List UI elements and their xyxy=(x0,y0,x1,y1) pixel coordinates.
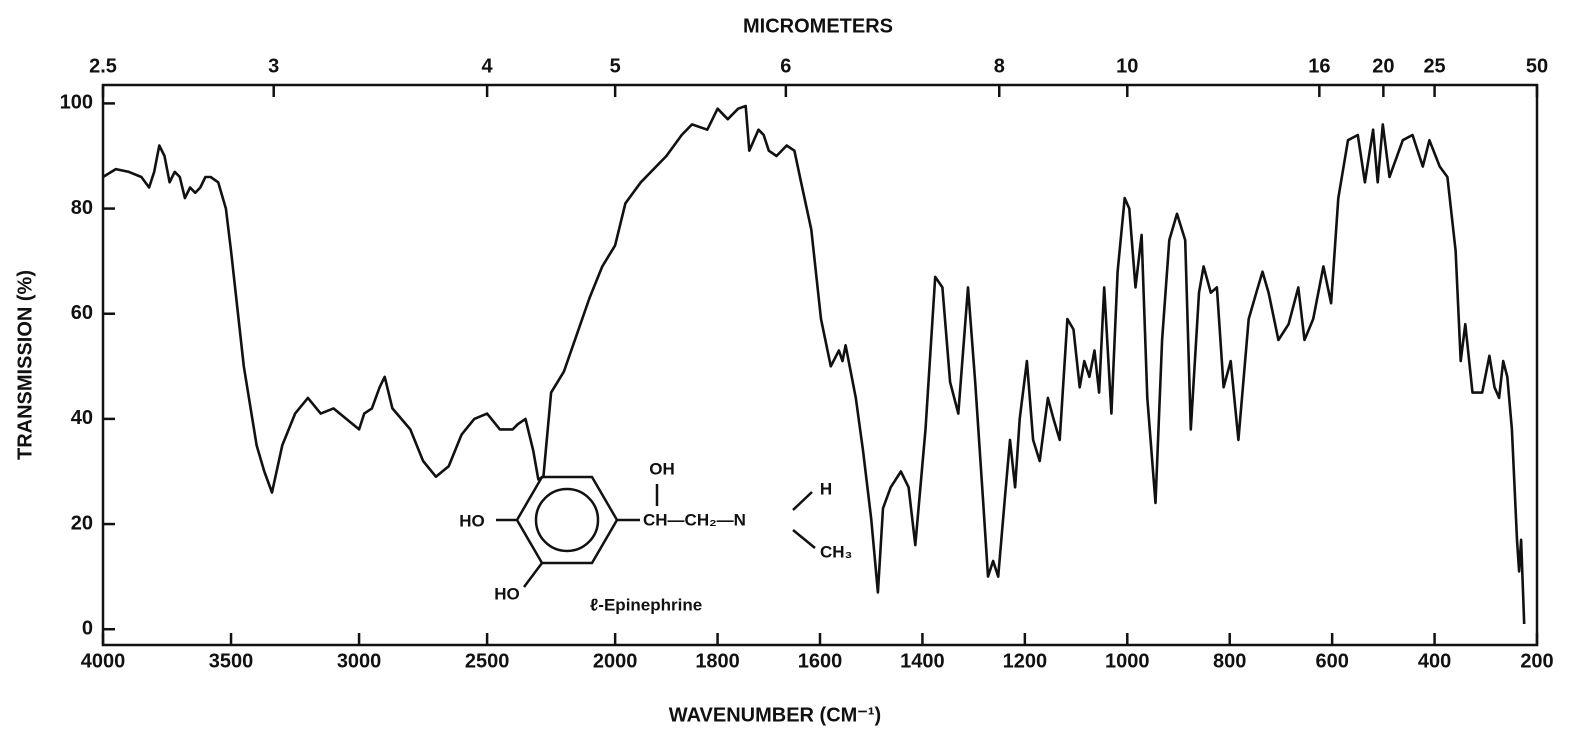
structure-label: CH—CH₂—N xyxy=(643,510,746,529)
aromatic-circle xyxy=(534,487,600,553)
x2-tick-label: 5 xyxy=(610,55,621,77)
x2-tick-label: 6 xyxy=(780,55,791,77)
x-axis-label: WAVENUMBER (CM⁻¹) xyxy=(669,704,881,726)
x2-tick-label: 3 xyxy=(268,55,279,77)
x-tick-label: 800 xyxy=(1213,650,1246,672)
x2-tick-label: 16 xyxy=(1308,55,1330,77)
x2-tick-label: 8 xyxy=(994,55,1005,77)
x-tick-label: 1400 xyxy=(900,650,945,672)
bond xyxy=(792,491,813,511)
x-tick-label: 3000 xyxy=(337,650,382,672)
structure: OH HO HO CH—CH₂—N H CH₃ ℓ-Epinephrine xyxy=(459,459,852,614)
structure-label: OH xyxy=(649,459,675,478)
x-tick-label: 1200 xyxy=(1003,650,1048,672)
y-tick-label: 20 xyxy=(71,512,93,534)
x-tick-label: 3500 xyxy=(209,650,254,672)
y-tick-label: 40 xyxy=(71,407,93,429)
y-tick-label: 60 xyxy=(71,302,93,324)
x-tick-label: 1800 xyxy=(695,650,740,672)
x2-tick-label: 4 xyxy=(482,55,494,77)
x2-axis-label: MICROMETERS xyxy=(743,15,893,37)
y-tick-label: 100 xyxy=(60,92,93,114)
x-tick-label: 1000 xyxy=(1105,650,1150,672)
bond xyxy=(792,529,816,549)
x2-tick-label: 50 xyxy=(1526,55,1548,77)
y-axis-label: TRANSMISSION (%) xyxy=(14,270,36,460)
x2-tick-label: 25 xyxy=(1423,55,1445,77)
x-tick-label: 2000 xyxy=(593,650,638,672)
x-tick-label: 200 xyxy=(1520,650,1553,672)
x-tick-label: 4000 xyxy=(81,650,126,672)
x-tick-label: 600 xyxy=(1315,650,1348,672)
x-tick-label: 2500 xyxy=(465,650,510,672)
structure-label: HO xyxy=(494,584,520,603)
molecule-name: ℓ-Epinephrine xyxy=(590,595,702,614)
x-tick-label: 1600 xyxy=(798,650,843,672)
bond xyxy=(523,562,543,588)
x2-tick-label: 2.5 xyxy=(89,55,117,77)
spectrum-line xyxy=(102,104,1526,625)
structure-label: CH₃ xyxy=(820,542,852,561)
x2-tick-label: 10 xyxy=(1116,55,1138,77)
structure-label: HO xyxy=(459,511,485,530)
x2-tick-label: 20 xyxy=(1372,55,1394,77)
y-tick-label: 80 xyxy=(71,197,93,219)
x-tick-label: 400 xyxy=(1418,650,1451,672)
y-tick-label: 0 xyxy=(82,618,93,640)
structure-label: H xyxy=(820,479,832,498)
